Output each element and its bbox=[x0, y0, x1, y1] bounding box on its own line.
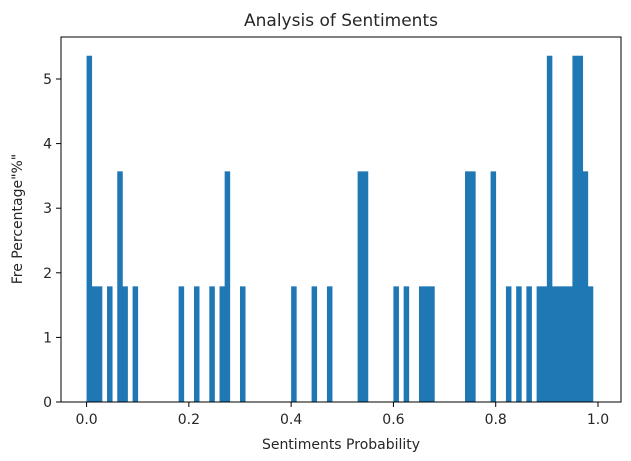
y-tick-label: 5 bbox=[43, 72, 52, 88]
histogram-bar bbox=[546, 55, 553, 402]
histogram-bar bbox=[541, 286, 548, 402]
histogram-bar bbox=[86, 55, 93, 402]
histogram-bar bbox=[536, 286, 543, 402]
histogram-bar bbox=[418, 286, 425, 402]
x-tick-label: 0.4 bbox=[280, 412, 302, 428]
x-axis-ticks: 0.0 0.2 0.4 0.6 0.8 1.0 bbox=[75, 402, 609, 428]
histogram-bar bbox=[424, 286, 430, 402]
histogram-bar bbox=[132, 286, 139, 402]
histogram-bar bbox=[505, 286, 512, 402]
histogram-bar bbox=[117, 171, 123, 402]
histogram-bar bbox=[122, 286, 128, 402]
histogram-bar bbox=[362, 171, 369, 402]
histogram-bar bbox=[557, 286, 563, 402]
histogram-bar bbox=[582, 171, 589, 402]
histogram-bar bbox=[209, 286, 215, 402]
y-tick-label: 2 bbox=[43, 266, 52, 282]
histogram-bar bbox=[291, 286, 297, 402]
x-tick-label: 0.6 bbox=[382, 412, 404, 428]
histogram-bar bbox=[178, 286, 185, 402]
histogram-bar bbox=[470, 171, 476, 402]
x-tick-label: 0.0 bbox=[75, 412, 97, 428]
y-tick-label: 0 bbox=[43, 395, 52, 411]
plot-frame bbox=[60, 36, 622, 403]
histogram-bar bbox=[240, 286, 246, 402]
histogram-bar bbox=[567, 286, 573, 402]
histogram-bar bbox=[311, 286, 318, 402]
x-tick-label: 0.2 bbox=[178, 412, 200, 428]
histogram-bar bbox=[587, 286, 594, 402]
histogram-bar bbox=[526, 286, 532, 402]
y-tick-label: 3 bbox=[43, 201, 52, 217]
histogram-bar bbox=[96, 286, 103, 402]
histogram-bar bbox=[224, 171, 231, 402]
x-tick-label: 0.8 bbox=[485, 412, 507, 428]
chart-title: Analysis of Sentiments bbox=[244, 11, 438, 31]
histogram-bar bbox=[465, 171, 471, 402]
histogram-bar bbox=[516, 286, 522, 402]
histogram-bar bbox=[403, 286, 410, 402]
x-tick-label: 1.0 bbox=[587, 412, 609, 428]
histogram-bar bbox=[91, 286, 98, 402]
histogram-bar bbox=[577, 55, 584, 402]
bars-group bbox=[86, 55, 594, 402]
histogram-bar bbox=[326, 286, 333, 402]
histogram-bar bbox=[490, 171, 497, 402]
histogram-bar bbox=[572, 55, 578, 402]
histogram-bar bbox=[357, 171, 364, 402]
x-axis-label: Sentiments Probability bbox=[262, 437, 420, 453]
histogram-bar bbox=[219, 286, 226, 402]
y-axis-label: Fre Percentage"%" bbox=[10, 154, 26, 284]
histogram-bar bbox=[551, 286, 558, 402]
histogram-bar bbox=[107, 286, 113, 402]
histogram-bar bbox=[193, 286, 200, 402]
y-tick-label: 1 bbox=[43, 330, 52, 346]
histogram-bar bbox=[393, 286, 399, 402]
y-tick-label: 4 bbox=[43, 137, 52, 153]
histogram-bar bbox=[429, 286, 435, 402]
y-axis-ticks: 0 1 2 3 4 5 bbox=[43, 72, 61, 411]
histogram-bar bbox=[562, 286, 568, 402]
